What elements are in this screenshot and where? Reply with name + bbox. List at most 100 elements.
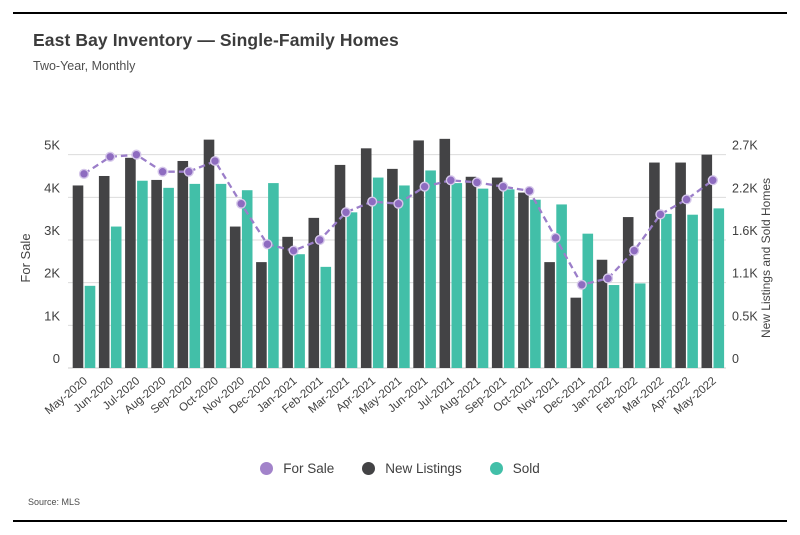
left-axis-tick-label: 1K bbox=[44, 308, 60, 323]
bar-new-listings bbox=[282, 236, 293, 368]
bar-new-listings bbox=[649, 162, 660, 368]
legend-item-for-sale: For Sale bbox=[260, 461, 334, 476]
bar-new-listings bbox=[151, 179, 162, 368]
left-axis-tick-label: 2K bbox=[44, 266, 60, 281]
bar-sold bbox=[320, 266, 332, 368]
bar-new-listings bbox=[465, 176, 477, 368]
for-sale-marker bbox=[105, 151, 116, 162]
bar-new-listings bbox=[125, 157, 136, 368]
right-axis-tick-label: 2.7K bbox=[732, 139, 758, 153]
bar-sold bbox=[451, 183, 463, 368]
source-note: Source: MLS bbox=[28, 497, 81, 507]
bar-sold bbox=[530, 199, 541, 368]
bar-new-listings bbox=[491, 177, 503, 368]
for-sale-marker bbox=[209, 155, 221, 167]
bar-new-listings bbox=[229, 226, 241, 368]
legend-item-sold: Sold bbox=[489, 461, 540, 476]
bar-sold bbox=[163, 187, 174, 368]
bottom-divider bbox=[13, 520, 787, 522]
for-sale-marker bbox=[78, 168, 90, 179]
bar-new-listings bbox=[256, 262, 267, 368]
bar-new-listings bbox=[72, 185, 84, 368]
bar-new-listings bbox=[203, 139, 215, 368]
for-sale-marker bbox=[236, 198, 247, 209]
bar-sold bbox=[503, 189, 515, 368]
right-axis-tick-label: 0.5K bbox=[732, 309, 758, 323]
chart-title: East Bay Inventory — Single-Family Homes bbox=[33, 30, 399, 50]
bar-new-listings bbox=[596, 259, 608, 368]
bar-sold bbox=[608, 285, 620, 368]
bar-sold bbox=[294, 254, 305, 368]
bar-sold bbox=[137, 180, 148, 368]
left-axis-title: For Sale bbox=[18, 233, 33, 282]
bar-sold bbox=[477, 188, 489, 368]
right-axis-title: New Listings and Sold Homes bbox=[759, 178, 773, 338]
bar-new-listings bbox=[360, 148, 372, 368]
left-axis-tick-label: 3K bbox=[44, 223, 60, 238]
left-axis-tick-label: 5K bbox=[44, 138, 60, 153]
for-sale-marker bbox=[445, 175, 456, 186]
bar-new-listings bbox=[701, 154, 713, 368]
for-sale-marker bbox=[629, 245, 640, 256]
for-sale-marker bbox=[393, 198, 404, 209]
left-axis-tick-label: 0 bbox=[53, 351, 60, 366]
bar-sold bbox=[372, 177, 384, 368]
bar-new-listings bbox=[308, 217, 320, 368]
right-axis-tick-label: 1.6K bbox=[732, 224, 758, 238]
bar-sold bbox=[241, 190, 253, 368]
bar-sold bbox=[399, 185, 410, 368]
for-sale-marker bbox=[655, 209, 666, 220]
legend-label-sold: Sold bbox=[512, 461, 540, 476]
chart-legend: For Sale New Listings Sold bbox=[0, 461, 800, 476]
for-sale-marker bbox=[498, 181, 509, 192]
for-sale-marker bbox=[419, 181, 430, 192]
bar-new-listings bbox=[413, 140, 424, 368]
bar-sold bbox=[634, 283, 646, 368]
for-sale-marker bbox=[367, 196, 378, 207]
bar-sold bbox=[556, 204, 567, 368]
for-sale-marker bbox=[314, 234, 325, 246]
right-axis-tick-label: 0 bbox=[732, 352, 739, 366]
bar-sold bbox=[84, 285, 96, 368]
right-axis-tick-label: 2.2K bbox=[732, 181, 758, 195]
for-sale-marker bbox=[602, 273, 614, 284]
for-sale-marker bbox=[471, 177, 483, 188]
bar-new-listings bbox=[177, 160, 189, 368]
bar-new-listings bbox=[518, 192, 529, 368]
bar-sold bbox=[110, 226, 122, 368]
bar-sold bbox=[687, 214, 698, 368]
bar-new-listings bbox=[570, 297, 582, 368]
for-sale-marker bbox=[340, 207, 352, 218]
legend-label-new-listings: New Listings bbox=[385, 461, 462, 476]
bar-new-listings bbox=[98, 175, 110, 368]
for-sale-marker bbox=[131, 149, 142, 160]
bar-sold bbox=[713, 208, 725, 368]
bar-new-listings bbox=[544, 262, 555, 368]
for-sale-marker bbox=[288, 245, 299, 256]
bar-sold bbox=[661, 213, 672, 368]
for-sale-marker bbox=[262, 239, 273, 250]
bar-new-listings bbox=[622, 217, 634, 368]
bar-sold bbox=[582, 233, 594, 368]
for-sale-marker bbox=[183, 166, 194, 177]
bar-new-listings bbox=[334, 164, 346, 368]
for-sale-marker bbox=[157, 166, 168, 177]
for-sale-marker bbox=[550, 232, 561, 243]
left-axis-tick-label: 4K bbox=[44, 180, 60, 195]
bar-new-listings bbox=[675, 162, 686, 368]
for-sale-swatch-icon bbox=[260, 462, 274, 475]
legend-label-for-sale: For Sale bbox=[283, 461, 335, 476]
for-sale-marker bbox=[524, 185, 535, 197]
bar-sold bbox=[215, 183, 227, 368]
new-listings-swatch-icon bbox=[362, 462, 376, 475]
for-sale-marker bbox=[576, 279, 587, 290]
bar-new-listings bbox=[439, 138, 451, 368]
bar-new-listings bbox=[387, 168, 398, 368]
legend-item-new-listings: New Listings bbox=[362, 461, 462, 476]
right-axis-tick-label: 1.1K bbox=[732, 267, 758, 281]
top-divider bbox=[13, 12, 787, 14]
for-sale-marker bbox=[707, 175, 718, 186]
for-sale-marker bbox=[681, 194, 692, 205]
bar-sold bbox=[425, 170, 436, 368]
